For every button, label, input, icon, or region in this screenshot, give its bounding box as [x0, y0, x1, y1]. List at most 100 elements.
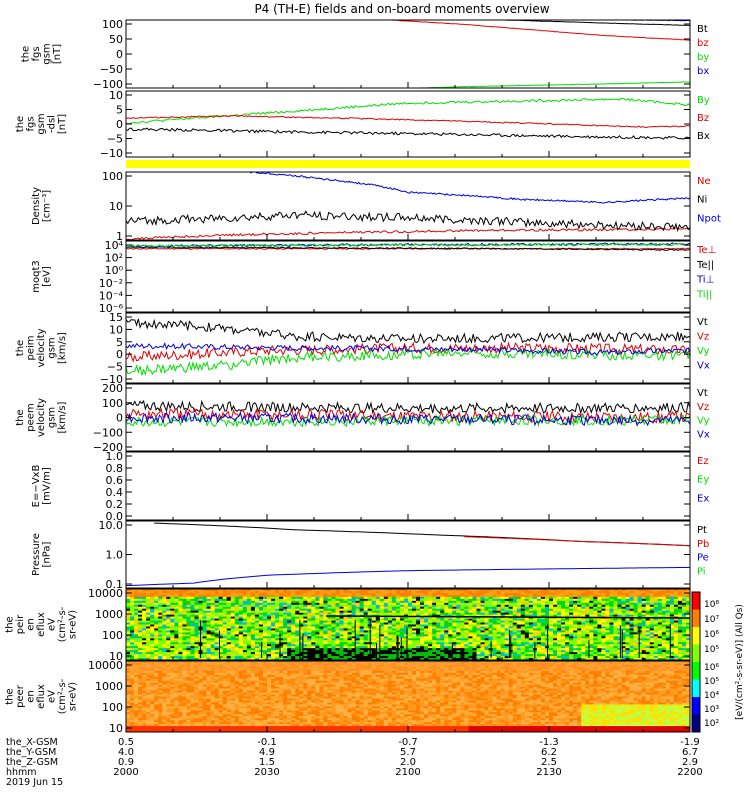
series-line-vx	[126, 411, 690, 427]
series-line-pe	[126, 566, 690, 587]
y-axis-label-line: gsm	[47, 337, 58, 358]
y-axis-label-line: gsm	[41, 43, 52, 64]
y-axis-label: Density [cm⁻³]	[31, 187, 53, 225]
y-axis-label: the peim velocity gsm [km/s]	[15, 328, 68, 367]
y-axis-label-line: [cm⁻³]	[41, 190, 52, 222]
legend-te: Te||	[696, 260, 714, 271]
y-tick-label: 100	[102, 701, 123, 714]
colorbar-tick: 10⁷	[704, 615, 719, 625]
panel-10: 10000 1000 100 10 the peer en eflux eV (cm²-s-sr-…	[5, 659, 691, 735]
series-line-pb	[464, 536, 690, 547]
y-axis-label-line: eflux	[36, 612, 47, 637]
colorbar-tick: 10⁸	[704, 600, 719, 610]
y-axis-label: the fgs gsm [nT]	[20, 43, 63, 64]
y-axis-label-line: peir	[15, 614, 26, 634]
y-tick-label: 10	[109, 722, 123, 735]
footer-value: 4.9	[259, 747, 275, 758]
footer-value: 0.5	[118, 737, 134, 748]
footer-value: 2.0	[400, 757, 416, 768]
y-tick-label: 10⁰	[105, 264, 124, 277]
series-line-npot	[250, 172, 690, 204]
series-line-ne	[126, 227, 690, 240]
legend-vt: Vt	[697, 317, 708, 328]
y-axis-label-line: en	[26, 618, 37, 631]
legend-bt: Bt	[697, 24, 708, 35]
colorbar-tick: 10⁶	[704, 663, 719, 673]
series-group	[126, 20, 690, 88]
y-axis-label: the peir en eflux eV (cm²-s-sr-eV)	[5, 606, 79, 642]
legend-vz: Vz	[697, 332, 709, 343]
colorbar-tick: 10⁵	[704, 645, 719, 655]
panel-frame	[125, 240, 691, 313]
series-line-vz	[126, 407, 690, 425]
series-line-bz	[126, 20, 690, 41]
series-group	[126, 172, 690, 240]
y-axis-label-line: en	[26, 690, 37, 703]
panel-8: 10.0 1.0 0.1 Pressure [nPa] Pt Pb Pe Pi	[31, 519, 710, 591]
y-axis-label-line: the	[20, 46, 31, 62]
y-axis-label: moqt3 [eV]	[31, 260, 53, 293]
legend-vx: Vx	[697, 361, 710, 372]
panel-frame	[125, 19, 691, 89]
y-tick-label: 10²	[105, 252, 123, 265]
y-axis-label: the peer en eflux eV (cm²-s-sr-eV)	[5, 678, 79, 714]
y-axis-label-line: -dsl	[47, 115, 58, 133]
y-axis-label: E=−VxB [mV/m]	[31, 465, 53, 508]
y-tick-label: 10000	[88, 659, 123, 672]
y-axis-label-line: Density	[31, 187, 42, 225]
y-axis-label-line: (cm²-s-	[57, 606, 68, 642]
y-axis-label: Pressure [nPa]	[31, 533, 53, 576]
y-axis-label: the fgs gsm -dsl [nT]	[15, 113, 68, 134]
footer-label-the_y-gsm: the_Y-GSM	[6, 747, 56, 758]
panel-6: 200 100 0−100 −200 the peem velocity gsm [km/s] V…	[15, 382, 710, 454]
y-axis-label-line: moqt3	[31, 260, 42, 293]
panel-frame	[125, 312, 691, 384]
legend-pi: Pi	[697, 566, 706, 577]
y-axis-label-line: [nT]	[52, 44, 63, 64]
colorbar-tick: 10⁵	[704, 677, 719, 687]
colorbar-segment	[692, 592, 700, 610]
y-tick-label: −100	[93, 78, 123, 91]
y-tick-label: 0	[116, 48, 123, 61]
y-axis-label-line: (cm²-s-	[57, 678, 68, 714]
y-axis-label-line: [km/s]	[57, 401, 68, 433]
legend-ti: Ti||	[696, 289, 712, 300]
y-axis-label-line: the	[15, 340, 26, 356]
y-axis-label-line: [km/s]	[57, 332, 68, 364]
panel-7: 1.00.80.60.40.20.0 E=−VxB [mV/m] Ez Ey Ex	[31, 450, 710, 523]
legend-pt: Pt	[697, 525, 707, 536]
y-tick-label: 100	[102, 397, 123, 410]
y-tick-label: −200	[93, 441, 123, 454]
series-group	[126, 318, 690, 377]
y-tick-label: 10000	[88, 587, 123, 600]
y-axis-label-line: peim	[26, 335, 37, 360]
y-tick-label: 50	[109, 33, 123, 46]
legend-vy: Vy	[697, 416, 710, 427]
series-line-bz	[126, 114, 690, 128]
y-axis-label-line: eflux	[36, 684, 47, 709]
y-tick-label: 1.0	[106, 450, 124, 463]
footer-value: 0.9	[118, 757, 134, 768]
footer-label-the_z-gsm: the_Z-GSM	[6, 757, 58, 768]
footer-date: 2019 Jun 15	[6, 777, 63, 788]
panel-2: 10 50 −5−10 the fgs gsm -dsl [nT] By Bz Bx	[15, 89, 710, 160]
y-tick-label: 10⁴	[105, 239, 124, 252]
y-tick-label: 10	[109, 89, 123, 102]
y-axis-label-line: velocity	[36, 398, 47, 437]
y-axis-label-line: [eV]	[41, 266, 52, 287]
panel-frame	[125, 520, 691, 589]
y-tick-label: 10⁻⁴	[99, 289, 124, 302]
footer-label-hhmm: hhmm	[6, 767, 37, 778]
colorbar-tick: 10⁶	[704, 630, 719, 640]
colorbar-segment	[692, 697, 700, 715]
series-group	[126, 399, 690, 428]
y-tick-label: −10	[100, 373, 123, 386]
series-line-vt	[126, 318, 690, 345]
legend-te: Te⊥	[696, 245, 716, 256]
ephemeris-bar	[126, 160, 690, 168]
series-line-by	[126, 81, 690, 88]
y-tick-label: 5	[116, 336, 123, 349]
y-axis-label-line: eV	[47, 618, 58, 631]
footer-value: -1.9	[680, 737, 700, 748]
